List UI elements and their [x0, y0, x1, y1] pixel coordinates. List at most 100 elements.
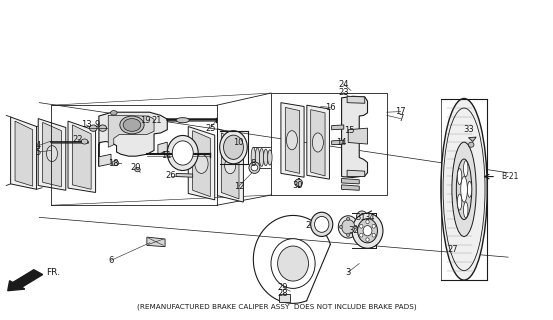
Ellipse shape [225, 158, 236, 174]
Text: 17: 17 [395, 107, 406, 116]
Polygon shape [342, 96, 368, 178]
Text: 9: 9 [95, 120, 100, 130]
Text: 33: 33 [463, 125, 474, 134]
Text: B-21: B-21 [502, 172, 519, 181]
Ellipse shape [338, 216, 358, 238]
Polygon shape [332, 125, 344, 130]
Text: 25: 25 [205, 124, 216, 132]
Ellipse shape [441, 99, 487, 280]
Ellipse shape [315, 216, 329, 232]
Polygon shape [192, 131, 210, 197]
Text: 10: 10 [233, 138, 243, 147]
Ellipse shape [366, 220, 369, 224]
Text: 26: 26 [165, 172, 176, 180]
Text: 31: 31 [355, 213, 366, 222]
Ellipse shape [372, 224, 375, 228]
Ellipse shape [176, 118, 189, 123]
Ellipse shape [264, 149, 268, 166]
Polygon shape [347, 170, 365, 177]
Text: 13: 13 [81, 120, 91, 130]
Ellipse shape [452, 142, 476, 236]
Ellipse shape [468, 142, 474, 147]
Ellipse shape [347, 233, 350, 236]
Polygon shape [99, 154, 111, 166]
Polygon shape [347, 96, 365, 103]
Polygon shape [38, 119, 66, 190]
Ellipse shape [99, 125, 107, 131]
Ellipse shape [46, 146, 58, 162]
Polygon shape [176, 173, 192, 177]
Text: 5: 5 [35, 148, 41, 156]
Ellipse shape [111, 111, 117, 115]
Ellipse shape [251, 147, 255, 168]
Ellipse shape [357, 211, 368, 222]
Ellipse shape [372, 233, 375, 237]
Text: 22: 22 [72, 135, 83, 144]
Ellipse shape [249, 162, 260, 173]
Ellipse shape [172, 141, 193, 165]
Text: 16: 16 [325, 103, 336, 112]
Ellipse shape [167, 135, 198, 171]
Text: 27: 27 [448, 245, 458, 254]
Polygon shape [68, 121, 96, 193]
Polygon shape [342, 185, 359, 190]
Text: 6: 6 [108, 256, 114, 265]
Text: 32: 32 [348, 226, 359, 235]
Polygon shape [348, 128, 368, 144]
Ellipse shape [354, 225, 357, 228]
Ellipse shape [251, 164, 258, 171]
Polygon shape [285, 108, 300, 173]
Ellipse shape [286, 131, 298, 150]
Ellipse shape [223, 135, 243, 159]
Ellipse shape [255, 148, 260, 167]
Polygon shape [43, 123, 61, 187]
Text: 28: 28 [278, 289, 289, 298]
Text: 15: 15 [344, 126, 354, 135]
Text: 2: 2 [306, 221, 311, 230]
Polygon shape [72, 125, 91, 189]
Ellipse shape [135, 167, 140, 172]
Polygon shape [281, 103, 304, 177]
FancyArrow shape [8, 270, 43, 291]
Text: 8: 8 [251, 159, 256, 168]
Ellipse shape [359, 233, 363, 237]
Ellipse shape [363, 226, 372, 236]
Ellipse shape [463, 202, 468, 218]
Polygon shape [332, 140, 344, 145]
Ellipse shape [81, 139, 88, 144]
Text: 23: 23 [338, 88, 349, 97]
Text: 19: 19 [140, 116, 150, 125]
Polygon shape [11, 117, 36, 189]
Ellipse shape [342, 220, 355, 234]
Ellipse shape [359, 224, 363, 228]
Ellipse shape [352, 213, 383, 248]
Ellipse shape [120, 116, 144, 134]
Ellipse shape [195, 154, 208, 173]
Text: 14: 14 [336, 138, 347, 147]
Text: 7: 7 [398, 114, 403, 123]
Text: 12: 12 [234, 182, 244, 191]
Text: 21: 21 [151, 116, 161, 125]
Text: FR.: FR. [46, 268, 60, 277]
Text: 29: 29 [278, 283, 288, 292]
Ellipse shape [347, 217, 350, 220]
Text: 11: 11 [161, 151, 171, 160]
Polygon shape [307, 105, 330, 179]
Polygon shape [147, 237, 165, 247]
Text: 20: 20 [131, 164, 141, 172]
Ellipse shape [358, 219, 378, 243]
Ellipse shape [311, 212, 333, 236]
Ellipse shape [340, 225, 343, 228]
Text: 3: 3 [346, 268, 351, 277]
Text: 30: 30 [292, 181, 303, 190]
Ellipse shape [457, 169, 462, 185]
Polygon shape [15, 121, 33, 186]
Text: 18: 18 [108, 159, 119, 168]
Ellipse shape [366, 238, 369, 242]
Text: 34: 34 [364, 213, 374, 222]
Ellipse shape [463, 161, 468, 177]
Polygon shape [217, 129, 243, 202]
Polygon shape [468, 137, 476, 141]
Text: 4: 4 [35, 141, 41, 150]
Ellipse shape [467, 181, 472, 197]
